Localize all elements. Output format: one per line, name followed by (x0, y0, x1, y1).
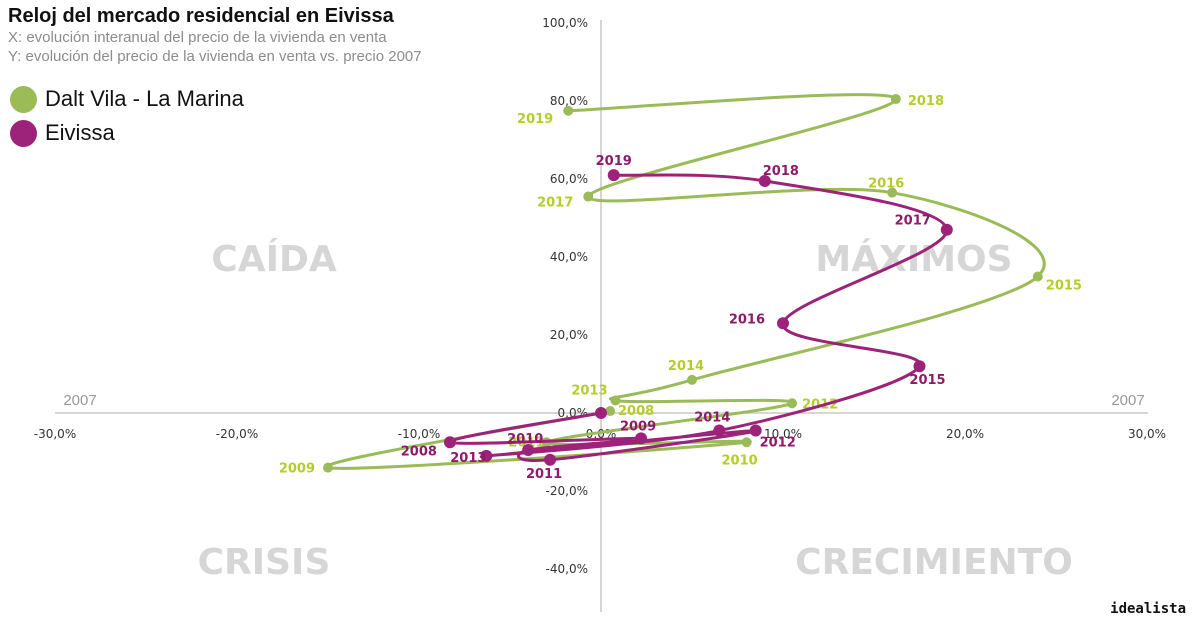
point-label-dalt-vila-2016: 2016 (868, 177, 904, 192)
point-label-dalt-vila-2015: 2015 (1046, 279, 1082, 294)
x-tick-label: 10,0% (764, 427, 802, 441)
legend: Dalt Vila - La Marina Eivissa (10, 82, 244, 150)
reference-label-left: 2007 (63, 392, 96, 409)
point-label-eivissa-2013: 2013 (450, 451, 486, 466)
point-dalt-vila-2013 (610, 395, 621, 406)
y-tick-label: 80,0% (550, 94, 588, 108)
point-dalt-vila-2008 (605, 406, 616, 417)
point-eivissa-2019 (607, 169, 620, 182)
x-tick-label: -10,0% (398, 427, 440, 441)
series-line-dalt-vila (325, 93, 1046, 470)
point-eivissa-2010 (522, 444, 535, 457)
point-label-dalt-vila-2014: 2014 (668, 359, 704, 374)
point-label-eivissa-2018: 2018 (763, 164, 799, 179)
legend-item-dalt-vila: Dalt Vila - La Marina (10, 82, 244, 116)
point-label-dalt-vila-2013: 2013 (571, 384, 607, 399)
legend-swatch-dalt-vila (10, 85, 37, 113)
point-eivissa-2013 (480, 449, 493, 462)
quadrant-crecimiento: CRECIMIENTO (795, 542, 1073, 583)
quadrant-crisis: CRISIS (198, 542, 331, 583)
point-eivissa-2009 (635, 432, 648, 445)
point-eivissa-2015 (913, 360, 926, 373)
quadrant-maximos: MÁXIMOS (815, 238, 1012, 280)
point-label-eivissa-2010: 2010 (507, 432, 543, 447)
title-block: Reloj del mercado residencial en Eivissa… (8, 4, 422, 66)
point-eivissa-2007 (595, 407, 607, 419)
point-dalt-vila-2015 (1032, 271, 1043, 282)
point-dalt-vila-2018 (890, 94, 901, 105)
point-label-eivissa-2017: 2017 (895, 214, 931, 229)
point-label-dalt-vila-2010: 2010 (722, 453, 758, 468)
reference-label-right: 2007 (1111, 392, 1144, 409)
point-label-dalt-vila-2017: 2017 (537, 196, 573, 211)
brand-logo: idealista (1110, 601, 1186, 617)
point-dalt-vila-2010 (741, 437, 752, 448)
point-label-dalt-vila-2009: 2009 (279, 462, 315, 477)
point-label-dalt-vila-2018: 2018 (908, 94, 944, 109)
point-label-dalt-vila-2019: 2019 (517, 112, 553, 127)
point-eivissa-2014 (713, 424, 726, 437)
y-tick-label: 20,0% (550, 328, 588, 342)
point-eivissa-2008 (443, 436, 456, 449)
point-eivissa-2011 (544, 453, 557, 466)
point-dalt-vila-2017 (583, 191, 594, 202)
legend-swatch-eivissa (10, 119, 37, 147)
y-tick-label: -20,0% (546, 484, 588, 498)
point-label-eivissa-2012: 2012 (760, 436, 796, 451)
point-label-eivissa-2009: 2009 (620, 419, 656, 434)
legend-item-eivissa: Eivissa (10, 116, 244, 150)
y-tick-label: -40,0% (546, 562, 588, 576)
quadrant-caida: CAÍDA (211, 238, 337, 280)
point-label-eivissa-2011: 2011 (526, 467, 562, 482)
subtitle-y: Y: evolución del precio de la vivienda e… (8, 48, 422, 65)
x-tick-label: -30,0% (34, 427, 76, 441)
point-dalt-vila-2014 (687, 374, 697, 385)
point-label-eivissa-2015: 2015 (909, 373, 945, 388)
x-tick-label: 20,0% (946, 427, 984, 441)
x-tick-label: 30,0% (1128, 427, 1166, 441)
point-label-eivissa-2019: 2019 (596, 154, 632, 169)
point-dalt-vila-2012 (787, 398, 798, 409)
point-eivissa-2016 (777, 317, 789, 330)
point-eivissa-2018 (758, 174, 771, 187)
point-label-dalt-vila-2008: 2008 (618, 404, 654, 419)
legend-label-dalt-vila: Dalt Vila - La Marina (45, 86, 244, 111)
point-dalt-vila-2019 (563, 105, 574, 116)
point-label-eivissa-2016: 2016 (729, 312, 765, 327)
point-dalt-vila-2009 (323, 462, 333, 473)
y-tick-label: 100,0% (542, 16, 588, 30)
point-eivissa-2012 (749, 424, 762, 437)
x-tick-label: -20,0% (216, 427, 258, 441)
point-label-eivissa-2014: 2014 (694, 411, 730, 426)
point-dalt-vila-2016 (887, 187, 898, 198)
chart-title: Reloj del mercado residencial en Eivissa (8, 5, 394, 27)
y-tick-label: 60,0% (550, 172, 588, 186)
subtitle-x: X: evolución interanual del precio de la… (8, 29, 387, 46)
y-tick-label: 40,0% (550, 250, 588, 264)
legend-label-eivissa: Eivissa (45, 120, 115, 145)
point-label-eivissa-2008: 2008 (401, 444, 437, 459)
point-eivissa-2017 (940, 223, 953, 236)
